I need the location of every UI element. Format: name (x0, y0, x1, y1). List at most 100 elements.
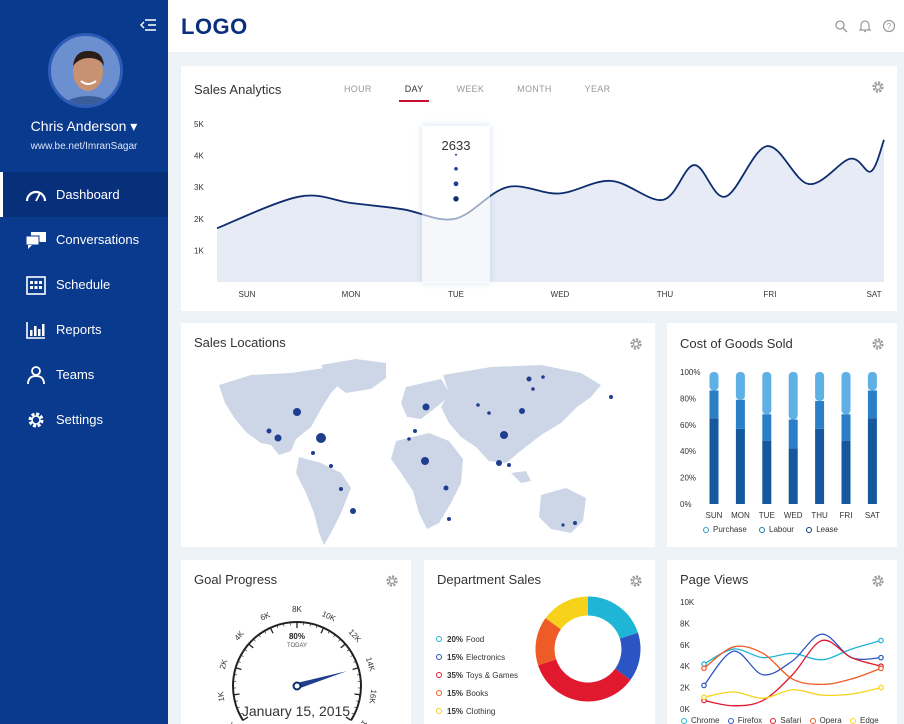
gauge-minor-tick (242, 718, 246, 721)
gear-icon[interactable] (871, 337, 885, 351)
gauge-minor-tick (240, 654, 244, 657)
chat-icon (25, 230, 47, 250)
bar-segment-lease (735, 372, 745, 400)
bar-segment-lease (841, 372, 851, 415)
time-range-tabs: HOUR DAY WEEK MONTH YEAR (344, 84, 643, 102)
bell-icon[interactable] (858, 19, 872, 33)
gauge-minor-tick (338, 638, 341, 642)
x-tick-label: SUN (706, 511, 723, 520)
sidebar-item-teams[interactable]: Teams (0, 352, 168, 397)
series-line-chrome (703, 639, 882, 665)
gear-icon[interactable] (385, 574, 399, 588)
tab-week[interactable]: WEEK (456, 84, 485, 94)
y-tick-label: 1K (194, 246, 204, 255)
card-title: Page Views (680, 572, 749, 587)
page-views-card: Page Views 0K 2K 4K 6K 8K 10K Chrome Firefox … (667, 560, 897, 724)
legend-item-purchase: Purchase (703, 525, 747, 534)
x-tick-label: TUE (759, 511, 775, 520)
gear-icon[interactable] (871, 574, 885, 588)
sidebar-item-schedule[interactable]: Schedule (0, 262, 168, 307)
gear-icon[interactable] (871, 80, 885, 94)
sales-locations-card: Sales Locations (181, 323, 655, 547)
area-fill (217, 139, 884, 282)
gauge-tick-label: 14K (364, 656, 377, 673)
gauge-percent: 80% (289, 632, 305, 641)
bar-segment-lease (762, 372, 772, 415)
user-name[interactable]: Chris Anderson ▾ (30, 118, 138, 134)
gear-icon[interactable] (629, 574, 643, 588)
y-tick-label: 4K (680, 662, 690, 671)
gauge-minor-tick (248, 643, 252, 647)
legend-item-lease: Lease (806, 525, 838, 534)
legend-item-toys: 35% Toys & Games (436, 666, 518, 684)
gauge-minor-tick (276, 625, 279, 629)
bar-segment-lease (867, 372, 877, 391)
x-tick-label: TUE (448, 290, 464, 299)
gauge-tick-label: 6K (259, 610, 272, 623)
world-map[interactable] (181, 323, 655, 547)
tab-month[interactable]: MONTH (517, 84, 552, 94)
bar-segment-labour (709, 390, 719, 419)
gauge-minor-tick (237, 661, 241, 663)
sales-analytics-chart: 1K 2K 3K 4K 5K SUN MON TUE WED THU FRI SAT (194, 120, 885, 299)
x-tick-label: SAT (867, 290, 882, 299)
tab-day[interactable]: DAY (398, 84, 430, 102)
gauge-minor-tick (234, 700, 238, 702)
y-tick-label: 3K (194, 183, 204, 192)
gauge-minor-tick (235, 667, 239, 669)
gauge-minor-tick (244, 649, 248, 652)
tab-year[interactable]: YEAR (584, 84, 611, 94)
y-tick-label: 8K (680, 619, 690, 628)
gauge-minor-tick (346, 649, 350, 652)
gauge-tick-label: 4K (233, 629, 247, 643)
series-line-edge (703, 686, 882, 699)
series-line (216, 139, 885, 230)
bar-segment-purchase (815, 428, 825, 504)
x-tick-label: WED (784, 511, 803, 520)
donut-slice (535, 618, 562, 666)
y-tick-label: 4K (194, 152, 204, 161)
y-tick-label: 6K (680, 641, 690, 650)
user-link[interactable]: www.be.net/ImranSagar (30, 141, 138, 152)
bar-segment-labour (735, 399, 745, 429)
donut-slice (614, 632, 641, 680)
sidebar-item-settings[interactable]: Settings (0, 397, 168, 442)
y-tick-label: 100% (680, 368, 700, 377)
card-title: Sales Analytics (194, 82, 282, 97)
sidebar-item-conversations[interactable]: Conversations (0, 217, 168, 262)
logo[interactable]: LOGO (181, 14, 248, 39)
gauge-tick-label: 8K (292, 605, 302, 614)
y-tick-label: 10K (680, 598, 695, 607)
calendar-icon (25, 275, 47, 295)
gauge-minor-tick (356, 674, 360, 676)
search-icon[interactable] (834, 19, 848, 33)
x-tick-label: THU (657, 290, 674, 299)
gauge-minor-tick (333, 634, 336, 638)
x-tick-label: MON (342, 290, 361, 299)
x-tick-label: MON (731, 511, 750, 520)
bar-segment-lease (709, 372, 719, 391)
gauge-tick (345, 716, 352, 721)
tab-hour[interactable]: HOUR (344, 84, 372, 94)
legend-item-electronics: 15% Electronics (436, 648, 518, 666)
sidebar-item-label: Schedule (56, 277, 111, 292)
series-point-opera (878, 665, 884, 672)
legend-item-opera: Opera (809, 716, 842, 724)
sidebar-item-label: Reports (56, 322, 102, 337)
sidebar-item-reports[interactable]: Reports (0, 307, 168, 352)
department-donut-chart (535, 596, 641, 702)
page-views-legend: Chrome Firefox Safari Opera Edge (681, 716, 879, 724)
sidebar-item-dashboard[interactable]: Dashboard (0, 172, 168, 217)
gear-icon[interactable] (629, 337, 643, 351)
gauge-minor-tick (239, 712, 243, 715)
y-tick-label: 2K (194, 215, 204, 224)
collapse-menu-icon[interactable] (140, 18, 156, 32)
cogs-legend: Purchase Labour Lease (703, 525, 838, 534)
sales-analytics-card: Sales Analytics HOUR DAY WEEK MONTH YEAR… (181, 66, 897, 311)
card-title: Sales Locations (194, 335, 286, 350)
department-legend: 20% Food 15% Electronics 35% Toys & Games 1… (436, 630, 518, 720)
help-icon[interactable]: ? (882, 19, 896, 33)
gauge-minor-tick (327, 630, 330, 634)
avatar[interactable] (48, 33, 123, 108)
